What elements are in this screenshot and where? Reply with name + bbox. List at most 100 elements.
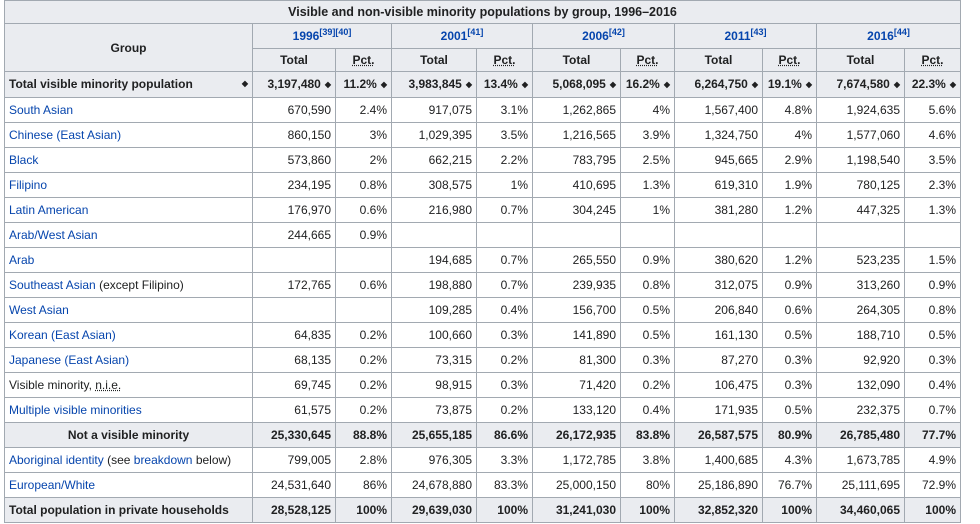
year-ref-2001[interactable]: [41]	[467, 27, 484, 37]
total-cell: 216,980	[391, 196, 477, 223]
group-link[interactable]: European/White	[9, 477, 96, 492]
total-cell: 81,300	[532, 346, 621, 373]
group-link[interactable]: West Asian	[9, 302, 69, 317]
group-link[interactable]: Japanese	[9, 352, 62, 367]
breakdown-link[interactable]: breakdown	[133, 452, 193, 467]
cell-value: 106,475	[714, 377, 758, 392]
cell-value: 3,983,845	[408, 77, 462, 91]
cell-value: 0.6%	[359, 277, 387, 292]
cell-value: 3.5%	[928, 152, 956, 167]
year-ref-1996[interactable]: [39][40]	[319, 27, 352, 37]
sort-icon[interactable]: ◆	[241, 79, 248, 89]
group-link[interactable]: Multiple visible minorities	[9, 402, 142, 417]
cell-value: 917,075	[428, 102, 472, 117]
pct-cell: 0.9%	[620, 246, 675, 273]
pct-cell: 4%	[620, 96, 675, 123]
group-link[interactable]: Filipino	[9, 177, 48, 192]
cell-value: 26,172,935	[555, 427, 616, 442]
total-cell	[674, 221, 763, 248]
pct-cell: 22.3% ◆	[904, 71, 961, 98]
pct-cell: 16.2% ◆	[620, 71, 675, 98]
total-header: Total	[674, 48, 763, 72]
table-row: Aboriginal identity (see breakdown below…	[4, 446, 961, 473]
group-link[interactable]: Arab/West Asian	[9, 227, 98, 242]
cell-value: 0.8%	[359, 177, 387, 192]
pct-cell: 3%	[335, 121, 392, 148]
pct-cell: 4.3%	[762, 446, 817, 473]
pct-cell: 2.8%	[335, 446, 392, 473]
cell-value: 780,125	[856, 177, 900, 192]
year-link-2001[interactable]: 2001	[440, 29, 468, 43]
year-ref-2016[interactable]: [44]	[893, 27, 910, 37]
group-link[interactable]: Aboriginal identity	[9, 452, 104, 467]
pct-cell: 2.9%	[762, 146, 817, 173]
pct-cell: 0.7%	[476, 271, 533, 298]
pct-cell: 100%	[620, 496, 675, 523]
sort-icon[interactable]: ◆	[949, 79, 956, 89]
group-cell: Total visible minority population ◆	[4, 71, 253, 98]
pct-cell: 0.5%	[620, 296, 675, 323]
table-row: Arab/West Asian 244,665 0.9%	[4, 221, 961, 248]
group-link[interactable]: Black	[9, 152, 39, 167]
year-ref-2006[interactable]: [42]	[608, 27, 625, 37]
year-link-2016[interactable]: 2016	[867, 29, 894, 43]
pct-cell: 2.4%	[335, 96, 392, 123]
cell-value: 0.8%	[928, 302, 956, 317]
group-cell: Filipino	[4, 171, 253, 198]
group-link[interactable]: Southeast Asian	[9, 277, 96, 292]
sort-icon[interactable]: ◆	[805, 79, 812, 89]
year-ref-2011[interactable]: [43]	[750, 27, 767, 37]
sort-icon[interactable]: ◆	[609, 79, 616, 89]
sort-icon[interactable]: ◆	[663, 79, 670, 89]
cell-value: 1,262,865	[562, 102, 616, 117]
year-link-2011[interactable]: 2011	[724, 29, 751, 43]
cell-value: 92,920	[863, 352, 900, 367]
sort-icon[interactable]: ◆	[893, 79, 900, 89]
pct-cell: 0.9%	[762, 271, 817, 298]
cell-value: 1.2%	[784, 252, 812, 267]
year-link-1996[interactable]: 1996	[292, 29, 320, 43]
pct-cell: 0.7%	[476, 246, 533, 273]
total-cell: 780,125	[816, 171, 905, 198]
cell-value: 0.4%	[500, 302, 528, 317]
cell-value: 83.8%	[635, 427, 670, 442]
pct-cell: 0.2%	[335, 346, 392, 373]
group-link[interactable]: Arab	[9, 252, 35, 267]
group-link[interactable]: Korean	[9, 327, 48, 342]
sort-icon[interactable]: ◆	[465, 79, 472, 89]
pct-header-label: Pct.	[493, 53, 516, 67]
year-link-2006[interactable]: 2006	[582, 29, 609, 43]
sort-icon[interactable]: ◆	[324, 79, 331, 89]
total-cell: 264,305	[816, 296, 905, 323]
pct-cell: 0.3%	[476, 321, 533, 348]
total-cell: 28,528,125	[252, 496, 336, 523]
group-link[interactable]: Latin American	[9, 202, 89, 217]
total-cell: 73,875	[391, 396, 477, 423]
cell-value: 447,325	[856, 202, 900, 217]
sort-icon[interactable]: ◆	[380, 79, 387, 89]
sort-icon[interactable]: ◆	[751, 79, 758, 89]
pct-cell: 100%	[476, 496, 533, 523]
cell-value: 2.5%	[642, 152, 670, 167]
pct-cell: 3.9%	[620, 121, 675, 148]
total-cell: 64,835	[252, 321, 336, 348]
pct-cell	[335, 296, 392, 323]
cell-value: 0.9%	[359, 227, 387, 242]
sort-icon[interactable]: ◆	[521, 79, 528, 89]
pct-header-label: Pct.	[352, 53, 375, 67]
cell-value: 4.6%	[928, 127, 956, 142]
pct-cell: 4.6%	[904, 121, 961, 148]
cell-value: 73,875	[435, 402, 472, 417]
cell-value: 80%	[645, 477, 670, 492]
cell-value: 86.6%	[493, 427, 528, 442]
east-asian-link[interactable]: (East Asian)	[64, 352, 130, 367]
total-cell: 1,324,750	[674, 121, 763, 148]
east-asian-link[interactable]: (East Asian)	[56, 127, 122, 142]
total-cell	[391, 221, 477, 248]
group-cell: Aboriginal identity (see breakdown below…	[4, 446, 253, 473]
group-link[interactable]: Chinese	[9, 127, 54, 142]
group-link[interactable]: South Asian	[9, 102, 74, 117]
east-asian-link[interactable]: (East Asian)	[51, 327, 116, 342]
total-cell: 1,262,865	[532, 96, 621, 123]
total-cell: 1,172,785	[532, 446, 621, 473]
